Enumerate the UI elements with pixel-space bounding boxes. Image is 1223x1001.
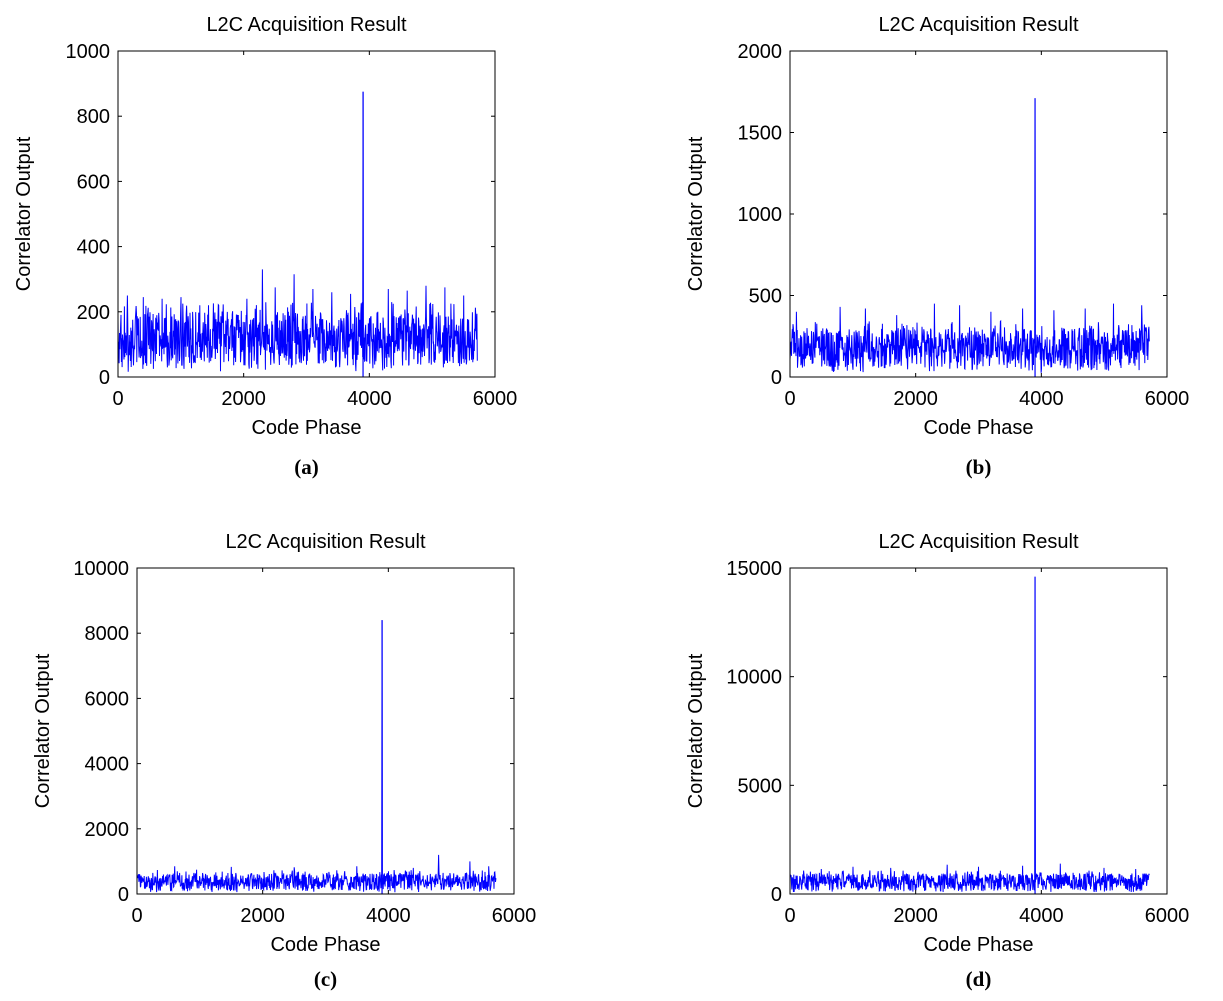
y-tick-label: 1000 xyxy=(738,204,783,226)
y-tick-label: 0 xyxy=(771,884,782,906)
x-tick-label: 2000 xyxy=(893,905,938,927)
chart-panel: 0 2000 4000 6000 0 5000 10000 15000 L2C Acquisit… xyxy=(685,531,1189,991)
axes-box xyxy=(117,50,496,378)
x-tick-label: 4000 xyxy=(1019,905,1064,927)
y-axis-label: Correlator Output xyxy=(685,653,707,808)
y-axis-label: Correlator Output xyxy=(685,136,707,291)
series-line xyxy=(136,620,497,893)
axes-box xyxy=(789,50,1168,378)
y-tick-label: 0 xyxy=(771,367,782,389)
series-line xyxy=(789,576,1150,893)
chart-panel: 0 2000 4000 6000 0 2000 4000 6000 8000 10000 L2C A… xyxy=(32,531,536,991)
x-tick-label: 0 xyxy=(112,388,123,410)
x-tick-label: 0 xyxy=(784,905,795,927)
y-tick-label: 0 xyxy=(99,367,110,389)
x-axis-label: Code Phase xyxy=(270,934,380,956)
x-axis-label: Code Phase xyxy=(923,934,1033,956)
x-tick-label: 6000 xyxy=(473,388,518,410)
y-tick-label: 1500 xyxy=(738,123,783,145)
y-tick-label: 0 xyxy=(118,884,129,906)
y-tick-label: 8000 xyxy=(85,623,130,645)
chart-title: L2C Acquisition Result xyxy=(878,531,1079,553)
axes-box xyxy=(789,567,1168,895)
y-tick-label: 1000 xyxy=(66,41,111,63)
panel-caption: (b) xyxy=(966,455,992,479)
panel-caption: (d) xyxy=(966,967,992,991)
y-tick-label: 2000 xyxy=(738,41,783,63)
y-tick-label: 200 xyxy=(77,302,110,324)
panel-caption: (a) xyxy=(294,455,319,479)
y-tick-label: 600 xyxy=(77,171,110,193)
y-tick-label: 5000 xyxy=(738,775,783,797)
x-tick-label: 0 xyxy=(131,905,142,927)
chart-title: L2C Acquisition Result xyxy=(225,531,426,553)
y-tick-label: 500 xyxy=(749,286,782,308)
x-tick-label: 6000 xyxy=(492,905,537,927)
panel-caption: (c) xyxy=(314,967,337,991)
y-tick-label: 4000 xyxy=(85,754,130,776)
chart-title: L2C Acquisition Result xyxy=(878,14,1079,36)
x-tick-label: 2000 xyxy=(893,388,938,410)
series-line xyxy=(117,91,478,372)
x-axis-label: Code Phase xyxy=(923,417,1033,439)
chart-panel: 0 2000 4000 6000 0 200 400 600 800 1000 L2C Acquis… xyxy=(13,14,517,479)
x-tick-label: 4000 xyxy=(366,905,411,927)
x-tick-label: 4000 xyxy=(1019,388,1064,410)
x-tick-label: 6000 xyxy=(1145,388,1190,410)
y-tick-label: 10000 xyxy=(73,558,129,580)
x-tick-label: 6000 xyxy=(1145,905,1190,927)
chart-panel: 0 2000 4000 6000 0 500 1000 1500 2000 L2C Acquisi… xyxy=(685,14,1189,479)
x-tick-label: 2000 xyxy=(221,388,266,410)
y-tick-label: 15000 xyxy=(726,558,782,580)
y-axis-label: Correlator Output xyxy=(13,136,35,291)
y-tick-label: 400 xyxy=(77,237,110,259)
series-line xyxy=(789,98,1150,373)
x-tick-label: 0 xyxy=(784,388,795,410)
x-tick-label: 2000 xyxy=(240,905,285,927)
x-tick-label: 4000 xyxy=(347,388,392,410)
y-tick-label: 10000 xyxy=(726,667,782,689)
y-tick-label: 2000 xyxy=(85,819,130,841)
y-tick-label: 6000 xyxy=(85,688,130,710)
x-axis-label: Code Phase xyxy=(251,417,361,439)
chart-title: L2C Acquisition Result xyxy=(206,14,407,36)
y-axis-label: Correlator Output xyxy=(32,653,54,808)
axes-box xyxy=(136,567,515,895)
y-tick-label: 800 xyxy=(77,106,110,128)
